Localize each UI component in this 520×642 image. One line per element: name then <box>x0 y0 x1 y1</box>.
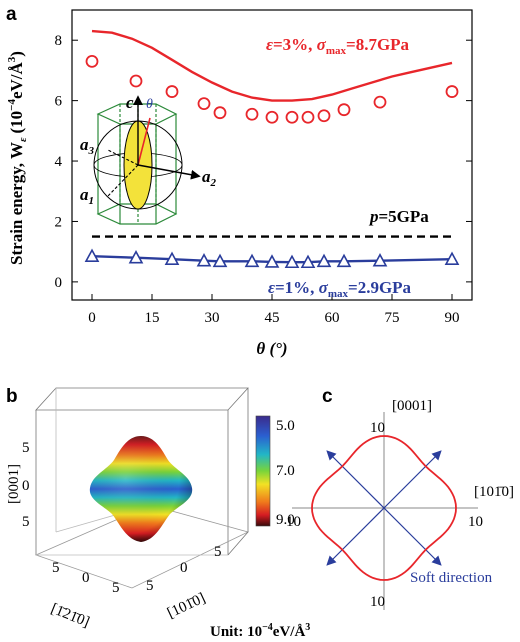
b-axis-label-z: [0001] <box>6 464 22 504</box>
b-z-tick-bot: 5 <box>22 514 30 530</box>
c-axis-label-h: [101̄0] <box>474 484 514 500</box>
soft-direction-label: Soft direction <box>410 570 493 586</box>
b-y-tick-1: 5 <box>146 578 154 594</box>
soft-arrow-ne <box>383 450 442 509</box>
y-tick-label: 6 <box>55 94 63 110</box>
colorbar-tick-mid: 7.0 <box>276 463 295 479</box>
panel-a-label: a <box>6 4 17 25</box>
b-y-tick-3: 5 <box>214 544 222 560</box>
x-tick-label: 60 <box>325 310 340 326</box>
a1-axis <box>107 164 139 197</box>
inset-label-a2: a2 <box>202 167 217 189</box>
data-point-triangle <box>212 253 228 268</box>
colorbar <box>255 415 271 527</box>
strain-energy-surface <box>89 436 193 542</box>
data-point-triangle <box>300 254 316 269</box>
soft-arrow-se <box>383 507 442 566</box>
data-point-triangle <box>128 250 144 264</box>
panel-b: b [0001] 5 0 5 5 0 5 [1̄21̄0] 5 0 <box>6 386 310 640</box>
series-line-0 <box>91 29 453 102</box>
data-point-circle <box>445 85 459 98</box>
polar-curve <box>311 435 457 581</box>
data-point-circle <box>85 54 99 68</box>
data-point-triangle <box>196 253 212 267</box>
data-point-circle <box>337 103 351 117</box>
soft-arrow-nw <box>326 450 385 509</box>
a2-axis-arrow <box>137 164 201 180</box>
panel-b-label: b <box>6 386 18 407</box>
data-point-circle <box>197 97 211 111</box>
panel-c: c [0001] [101̄0] 10 10 10 10 Soft direct… <box>286 386 514 610</box>
data-point-circle <box>265 110 279 124</box>
b-axis-label-x: [1̄21̄0] <box>49 601 92 631</box>
b-x-tick-1: 5 <box>52 560 60 576</box>
data-point-triangle <box>372 253 388 267</box>
data-point-triangle <box>284 254 300 269</box>
unit-label: Unit: 10−4eV/Å3 <box>210 622 310 640</box>
x-tick-label: 0 <box>88 310 96 326</box>
inset-label-a3: a3 <box>80 135 95 157</box>
data-point-circle <box>317 109 331 123</box>
c-tick-top: 10 <box>370 420 385 436</box>
annotation-bottom: ε=1%, σmax=2.9GPa <box>268 278 412 300</box>
x-axis-ticks: 0 15 30 45 60 75 90 <box>88 294 460 326</box>
data-point-triangle <box>84 248 100 262</box>
inset-label-a1: a1 <box>80 185 94 207</box>
c-tick-bottom: 10 <box>370 594 385 610</box>
b-axis-label-y: [101̄0] <box>165 590 208 621</box>
colorbar-tick-bot: 9.0 <box>276 512 295 528</box>
data-point-circle <box>129 74 143 88</box>
b-z-tick-top: 5 <box>22 440 30 456</box>
y-tick-label: 8 <box>55 33 63 49</box>
a3-axis <box>107 149 139 166</box>
c-tick-right: 10 <box>468 514 483 530</box>
data-point-triangle <box>336 253 352 268</box>
data-point-circle <box>213 106 227 120</box>
y-tick-label: 2 <box>55 214 63 230</box>
x-tick-label: 75 <box>385 310 400 326</box>
crystal-inset: c θ a3 a1 a2 <box>80 93 217 225</box>
panel-a: a 0 2 4 6 8 0 15 30 45 60 75 90 Strain energy, Wε(… <box>6 4 473 358</box>
b-z-tick-mid: 0 <box>22 478 30 494</box>
y-tick-label: 4 <box>55 154 63 170</box>
b-x-tick-3: 5 <box>112 580 120 596</box>
data-point-circle <box>285 110 299 124</box>
data-point-circle <box>245 107 259 121</box>
colorbar-tick-top: 5.0 <box>276 418 295 434</box>
y-axis-title: Strain energy, Wε(10−4eV/Å3) <box>6 51 29 265</box>
annotation-top: ε=3%, σmax=8.7GPa <box>266 35 410 57</box>
data-point-triangle <box>164 251 180 266</box>
x-axis-title: θ (°) <box>256 339 287 358</box>
data-point-circle <box>165 85 179 98</box>
c-tick-left: 10 <box>286 514 301 530</box>
c-axis-label-v: [0001] <box>392 398 432 414</box>
theta-direction <box>137 117 151 166</box>
data-point-circle <box>301 110 315 124</box>
b-x-tick-2: 0 <box>82 570 90 586</box>
y-axis-ticks: 0 2 4 6 8 <box>55 33 472 291</box>
series-layer <box>84 29 460 269</box>
data-point-triangle <box>444 251 460 266</box>
annotation-pressure: p=5GPa <box>368 207 429 226</box>
y-tick-label: 0 <box>55 275 63 291</box>
x-tick-label: 90 <box>445 310 460 326</box>
panel-c-label: c <box>322 386 333 407</box>
b-y-tick-2: 0 <box>180 560 188 576</box>
inset-label-c: c <box>126 93 134 112</box>
x-tick-label: 30 <box>205 310 220 326</box>
x-tick-label: 15 <box>145 310 160 326</box>
data-point-triangle <box>316 253 332 268</box>
data-point-triangle <box>244 253 260 268</box>
inset-label-theta: θ <box>146 97 153 112</box>
data-point-triangle <box>264 254 280 268</box>
data-point-circle <box>373 95 387 109</box>
x-tick-label: 45 <box>265 310 280 326</box>
soft-arrow-sw <box>326 507 385 566</box>
